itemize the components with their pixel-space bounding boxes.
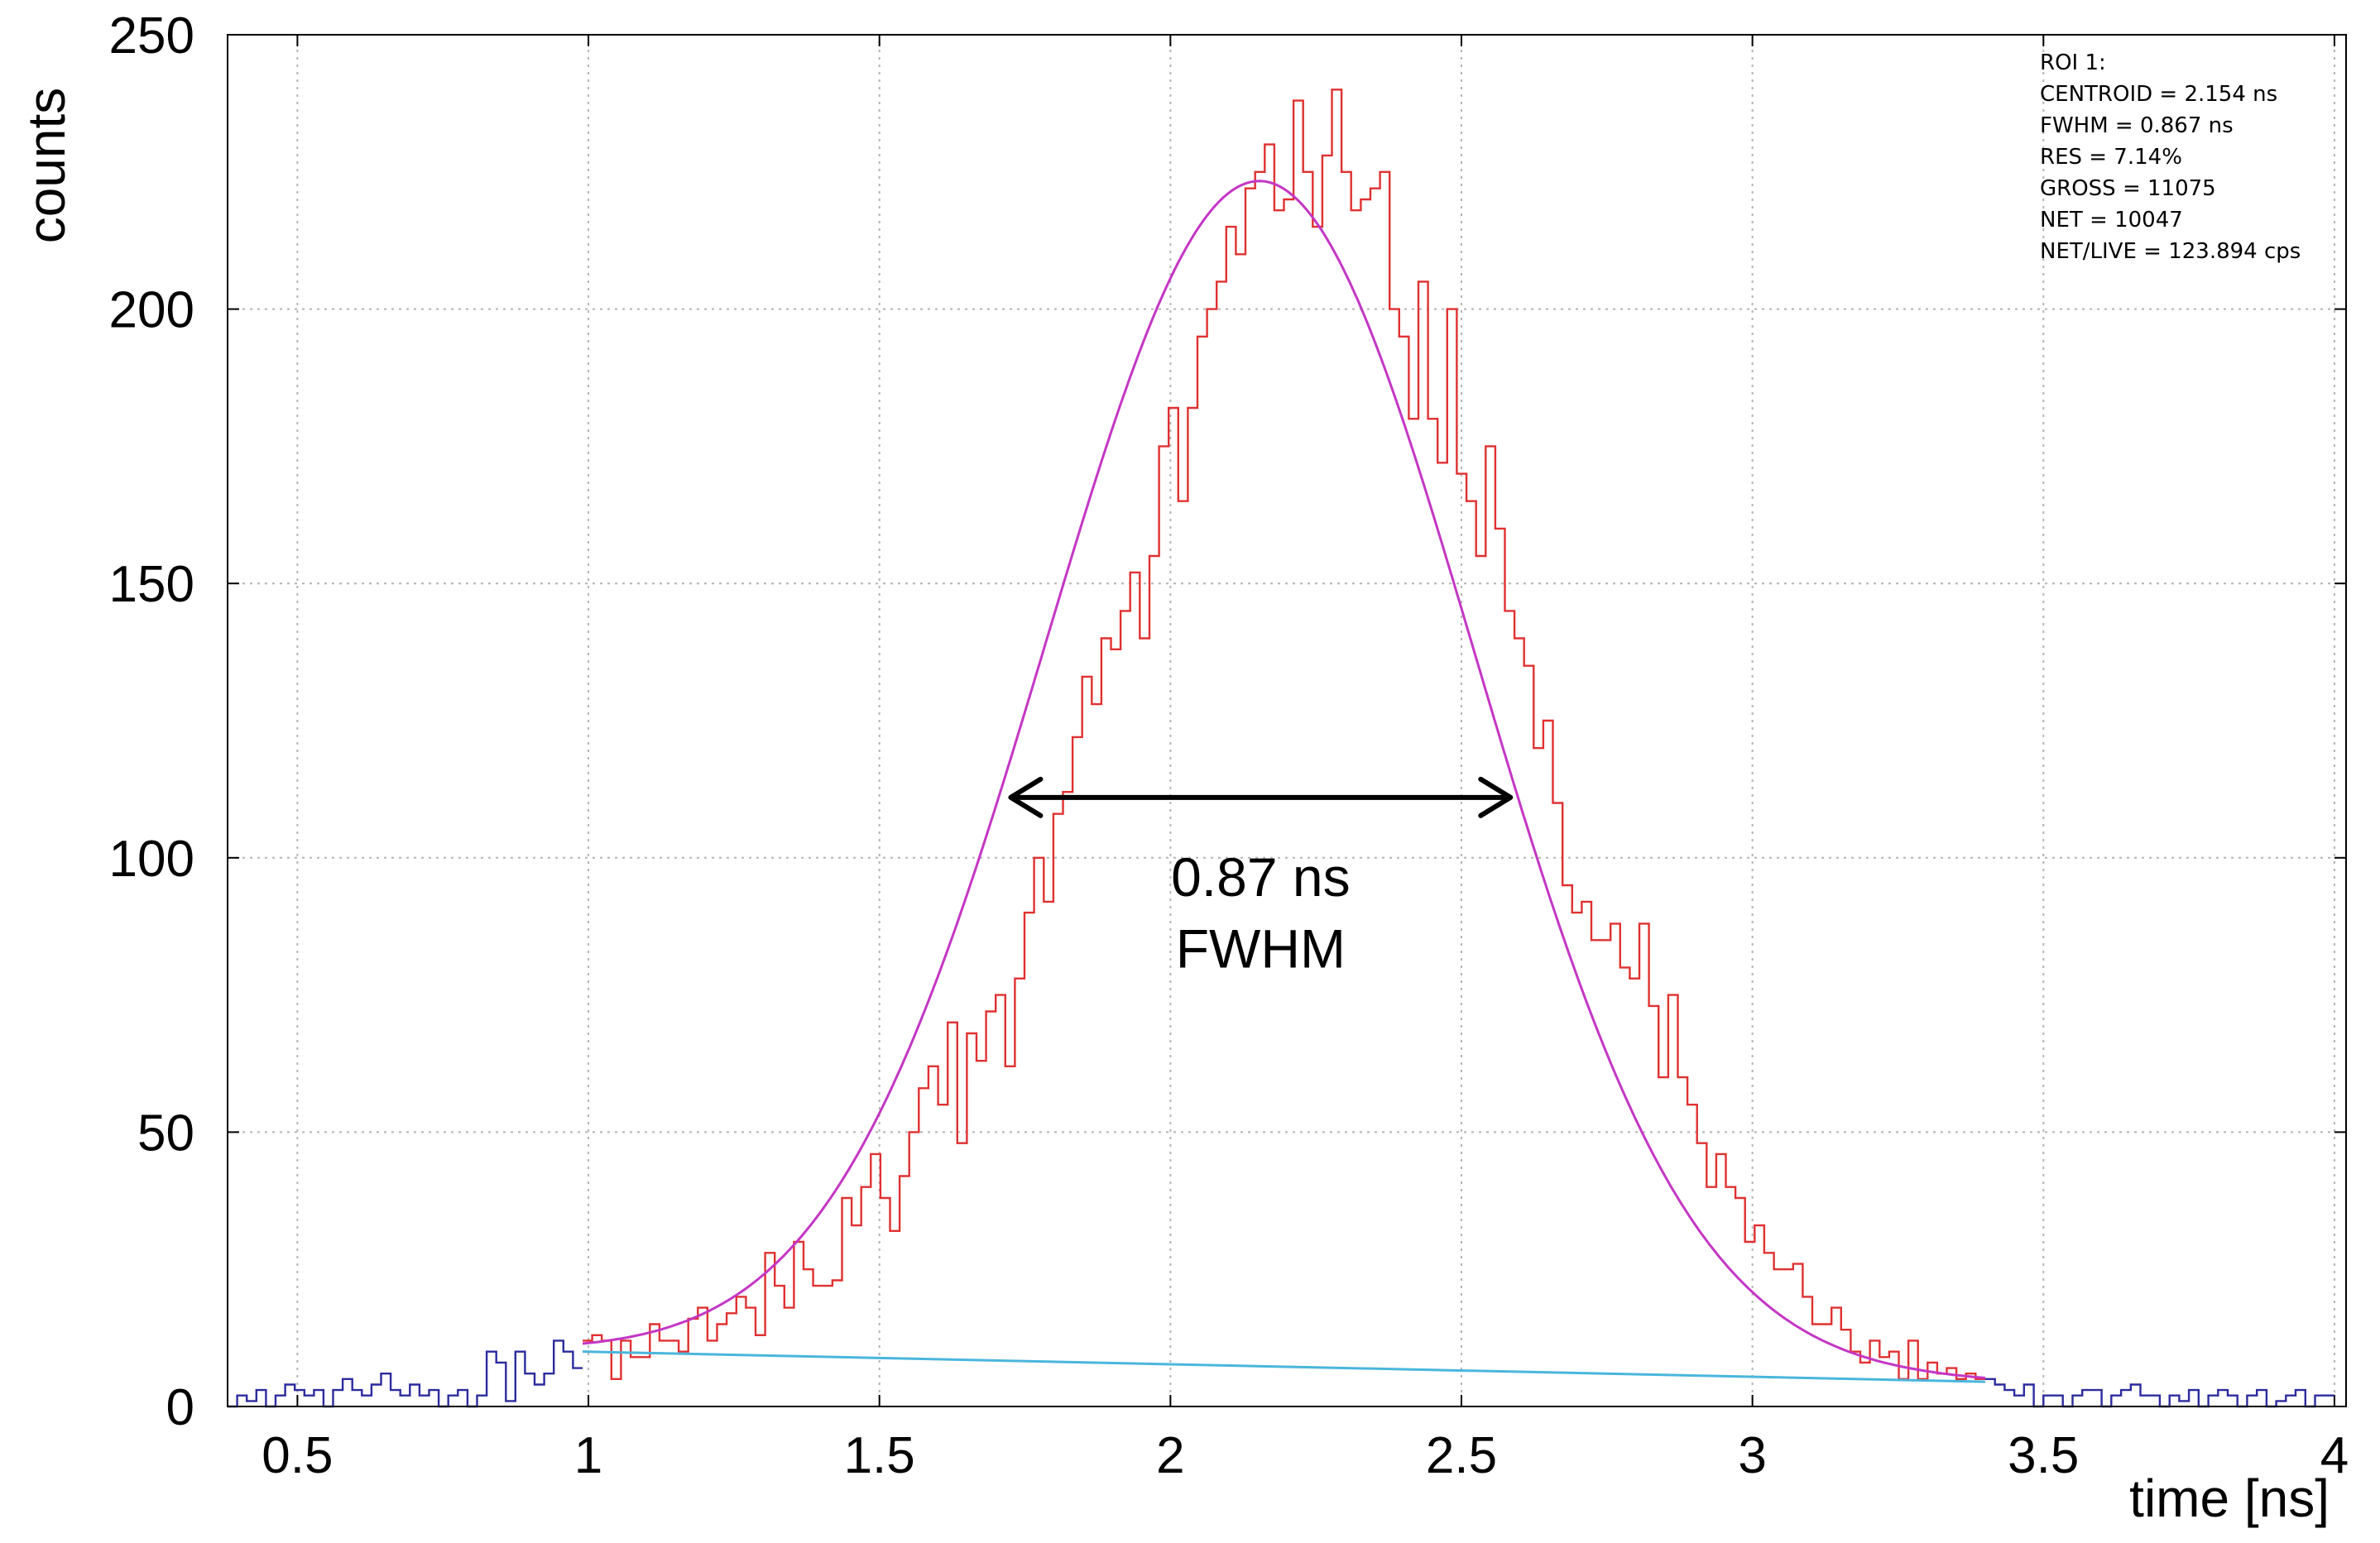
gaussian-fit-curve bbox=[582, 180, 1986, 1379]
x-tick-label: 4 bbox=[2320, 1427, 2349, 1484]
info-line: RES = 7.14% bbox=[2040, 145, 2182, 170]
x-tick-label: 1 bbox=[574, 1427, 602, 1484]
x-tick-label: 2.5 bbox=[1426, 1427, 1497, 1484]
x-tick-label: 3.5 bbox=[2008, 1427, 2079, 1484]
x-tick-label: 2 bbox=[1156, 1427, 1184, 1484]
info-line: CENTROID = 2.154 ns bbox=[2040, 82, 2277, 107]
x-axis-ticks: 0.5 1 1.5 2 2.5 3 3.5 4 bbox=[262, 35, 2349, 1484]
y-axis-label: counts bbox=[17, 88, 76, 244]
info-line: FWHM = 0.867 ns bbox=[2040, 113, 2234, 138]
histogram-roi bbox=[583, 89, 1985, 1380]
info-line: NET/LIVE = 123.894 cps bbox=[2040, 239, 2301, 264]
data-series bbox=[228, 89, 2334, 1408]
y-tick-label: 250 bbox=[109, 7, 194, 65]
y-tick-label: 50 bbox=[137, 1105, 194, 1162]
grid-lines bbox=[228, 35, 2346, 1406]
plot-frame bbox=[227, 34, 2347, 1407]
x-axis-label: time [ns] bbox=[2129, 1469, 2330, 1528]
fwhm-name-label: FWHM bbox=[1176, 918, 1346, 979]
y-axis-ticks: 0 50 100 150 200 250 bbox=[109, 7, 2346, 1436]
info-line: ROI 1: bbox=[2040, 50, 2106, 75]
fwhm-arrow-head-right bbox=[1478, 776, 1514, 818]
x-tick-label: 1.5 bbox=[844, 1427, 915, 1484]
fwhm-value-label: 0.87 ns bbox=[1171, 846, 1351, 908]
fwhm-arrow-head-left bbox=[1008, 776, 1044, 818]
x-tick-label: 0.5 bbox=[262, 1427, 333, 1484]
histogram-background-left bbox=[228, 1339, 583, 1408]
y-tick-label: 100 bbox=[109, 831, 194, 888]
fwhm-annotation: 0.87 ns FWHM bbox=[1008, 776, 1514, 979]
info-line: NET = 10047 bbox=[2040, 208, 2183, 232]
y-tick-label: 0 bbox=[166, 1379, 194, 1436]
y-tick-label: 200 bbox=[109, 282, 194, 339]
info-line: GROSS = 11075 bbox=[2040, 176, 2216, 201]
baseline-line bbox=[582, 1350, 1985, 1383]
x-tick-label: 3 bbox=[1738, 1427, 1766, 1484]
y-tick-label: 150 bbox=[109, 556, 194, 613]
roi-info-box: ROI 1: CENTROID = 2.154 ns FWHM = 0.867 ns… bbox=[2040, 50, 2301, 264]
